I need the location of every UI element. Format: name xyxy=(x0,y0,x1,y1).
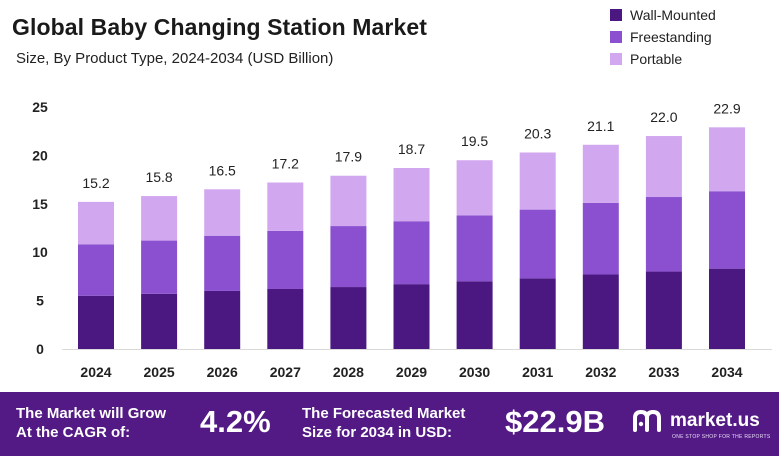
stacked-bar-chart: 051015202515.2202415.8202516.5202617.220… xyxy=(32,99,772,380)
x-tick-label-2026: 2026 xyxy=(207,364,238,380)
bar-total-label-2032: 21.1 xyxy=(587,118,614,134)
bar-segment-freestanding-2032 xyxy=(582,202,619,275)
x-tick-label-2027: 2027 xyxy=(270,364,301,380)
x-tick-label-2031: 2031 xyxy=(522,364,553,380)
bar-segment-portable-2030 xyxy=(456,160,493,216)
bar-segment-freestanding-2030 xyxy=(456,215,493,282)
market-us-logo-icon xyxy=(633,409,661,432)
bar-segment-wall-mounted-2026 xyxy=(204,290,241,349)
bar-total-label-2034: 22.9 xyxy=(713,100,740,116)
bar-segment-portable-2033 xyxy=(645,136,682,198)
y-tick-label: 0 xyxy=(36,341,44,357)
y-tick-label: 10 xyxy=(32,244,48,260)
forecast-value: $22.9B xyxy=(505,404,605,439)
legend-label-portable: Portable xyxy=(630,51,683,67)
bar-segment-freestanding-2029 xyxy=(393,221,430,285)
x-tick-label-2029: 2029 xyxy=(396,364,427,380)
legend-swatch-portable xyxy=(610,53,622,65)
bar-segment-portable-2027 xyxy=(267,182,304,231)
bar-segment-wall-mounted-2032 xyxy=(582,274,619,349)
bar-segment-wall-mounted-2029 xyxy=(393,284,430,349)
bar-segment-portable-2024 xyxy=(78,201,114,245)
x-tick-label-2034: 2034 xyxy=(711,364,742,380)
bar-total-label-2028: 17.9 xyxy=(335,149,362,165)
bar-segment-portable-2031 xyxy=(519,152,556,210)
legend-swatch-wall-mounted xyxy=(610,9,622,21)
legend-item-freestanding: Freestanding xyxy=(610,26,716,48)
bar-segment-freestanding-2033 xyxy=(645,197,682,272)
bar-segment-freestanding-2027 xyxy=(267,230,304,289)
bar-segment-wall-mounted-2025 xyxy=(141,293,178,349)
bar-segment-freestanding-2034 xyxy=(709,191,745,269)
bar-segment-wall-mounted-2030 xyxy=(456,281,493,349)
bar-total-label-2024: 15.2 xyxy=(82,175,109,191)
cagr-label-line2: At the CAGR of: xyxy=(16,424,131,441)
bar-segment-portable-2026 xyxy=(204,189,241,236)
bar-segment-portable-2028 xyxy=(330,175,367,227)
bar-total-label-2031: 20.3 xyxy=(524,125,551,141)
cagr-label-line1: The Market will Grow xyxy=(16,405,167,422)
bar-segment-freestanding-2026 xyxy=(204,235,241,291)
brand-tagline: ONE STOP SHOP FOR THE REPORTS xyxy=(672,434,771,440)
forecast-label: The Forecasted Market Size for 2034 in U… xyxy=(302,404,465,442)
x-tick-label-2030: 2030 xyxy=(459,364,490,380)
bar-segment-wall-mounted-2034 xyxy=(709,268,745,349)
y-tick-label: 5 xyxy=(36,293,44,309)
bar-total-label-2033: 22.0 xyxy=(650,109,677,125)
bar-segment-freestanding-2024 xyxy=(78,244,114,296)
bar-segment-portable-2034 xyxy=(709,127,745,192)
bar-total-label-2025: 15.8 xyxy=(145,169,172,185)
legend-label-freestanding: Freestanding xyxy=(630,29,712,45)
x-tick-label-2033: 2033 xyxy=(648,364,679,380)
x-tick-label-2032: 2032 xyxy=(585,364,616,380)
cagr-label: The Market will Grow At the CAGR of: xyxy=(16,404,166,442)
bar-segment-portable-2029 xyxy=(393,167,430,222)
bar-segment-wall-mounted-2024 xyxy=(78,295,114,349)
chart-legend: Wall-Mounted Freestanding Portable xyxy=(610,4,716,70)
x-tick-label-2028: 2028 xyxy=(333,364,364,380)
summary-banner: The Market will Grow At the CAGR of: 4.2… xyxy=(0,392,779,456)
brand-name: market.us xyxy=(670,410,760,431)
legend-label-wall-mounted: Wall-Mounted xyxy=(630,7,716,23)
legend-item-wall-mounted: Wall-Mounted xyxy=(610,4,716,26)
bar-total-label-2027: 17.2 xyxy=(272,156,299,172)
bar-segment-wall-mounted-2027 xyxy=(267,288,304,349)
bar-total-label-2029: 18.7 xyxy=(398,141,425,157)
forecast-label-line1: The Forecasted Market xyxy=(302,405,466,422)
bar-segment-freestanding-2025 xyxy=(141,240,178,294)
bar-segment-portable-2025 xyxy=(141,196,178,241)
page-title: Global Baby Changing Station Market xyxy=(12,14,427,40)
x-tick-label-2025: 2025 xyxy=(144,364,175,380)
forecast-label-line2: Size for 2034 in USD: xyxy=(302,424,453,441)
cagr-value: 4.2% xyxy=(200,404,271,439)
brand-logo: market.us ONE STOP SHOP FOR THE REPORTS xyxy=(632,408,770,440)
y-tick-label: 15 xyxy=(32,196,48,212)
y-tick-label: 20 xyxy=(32,147,48,163)
bar-total-label-2026: 16.5 xyxy=(209,162,236,178)
bar-segment-portable-2032 xyxy=(582,144,619,203)
bar-segment-wall-mounted-2033 xyxy=(645,271,682,349)
bar-segment-freestanding-2031 xyxy=(519,209,556,279)
bar-segment-freestanding-2028 xyxy=(330,226,367,288)
bar-total-label-2030: 19.5 xyxy=(461,133,488,149)
bar-segment-wall-mounted-2031 xyxy=(519,278,556,349)
y-tick-label: 25 xyxy=(32,99,48,115)
legend-item-portable: Portable xyxy=(610,48,716,70)
x-tick-label-2024: 2024 xyxy=(80,364,111,380)
bar-segment-wall-mounted-2028 xyxy=(330,287,367,349)
page-subtitle: Size, By Product Type, 2024-2034 (USD Bi… xyxy=(16,50,334,67)
legend-swatch-freestanding xyxy=(610,31,622,43)
